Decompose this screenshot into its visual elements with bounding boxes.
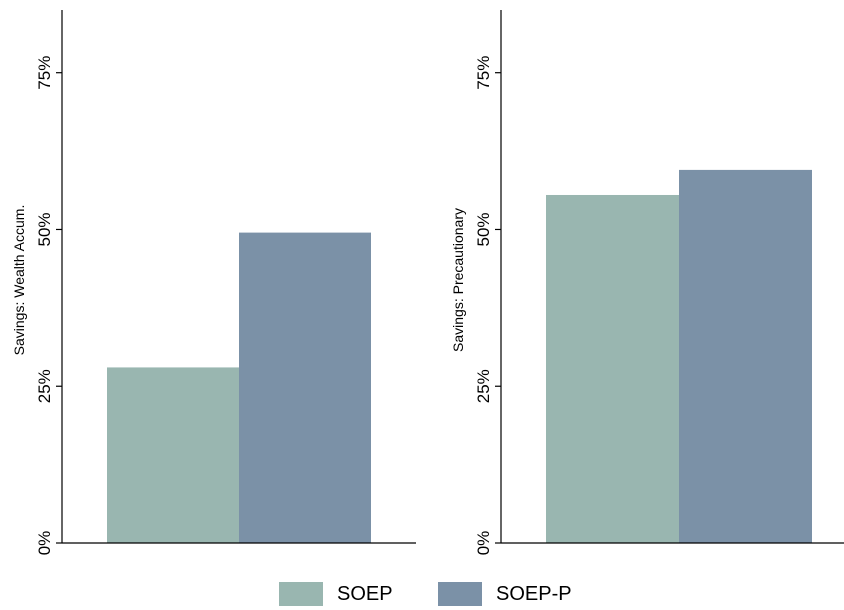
y-tick-label-wealth-50: 50% — [35, 212, 54, 246]
bar-precautionary-soep — [546, 194, 679, 543]
legend-item-soep-p: SOEP-P — [438, 580, 572, 608]
legend-label-soep-p: SOEP-P — [496, 582, 572, 605]
y-tick-label-precautionary-75: 75% — [474, 56, 493, 90]
legend: SOEP SOEP-P — [0, 580, 844, 610]
bar-wealth-soep-p — [239, 232, 371, 543]
y-tick-label-precautionary-50: 50% — [474, 212, 493, 246]
y-axis-title-precautionary: Savings: Precautionary — [450, 208, 466, 352]
y-axis-title-wealth: Savings: Wealth Accum. — [11, 205, 27, 356]
y-tick-label-wealth-25: 25% — [35, 369, 54, 403]
y-tick-label-precautionary-0: 0% — [474, 531, 493, 556]
legend-swatch-soep — [279, 582, 323, 606]
legend-swatch-soep-p — [438, 582, 482, 606]
legend-item-soep: SOEP — [279, 580, 393, 608]
bar-wealth-soep — [107, 367, 239, 543]
legend-label-soep: SOEP — [337, 582, 393, 605]
y-tick-label-wealth-75: 75% — [35, 56, 54, 90]
bar-precautionary-soep-p — [679, 169, 812, 543]
y-tick-label-precautionary-25: 25% — [474, 369, 493, 403]
y-tick-label-wealth-0: 0% — [35, 531, 54, 556]
